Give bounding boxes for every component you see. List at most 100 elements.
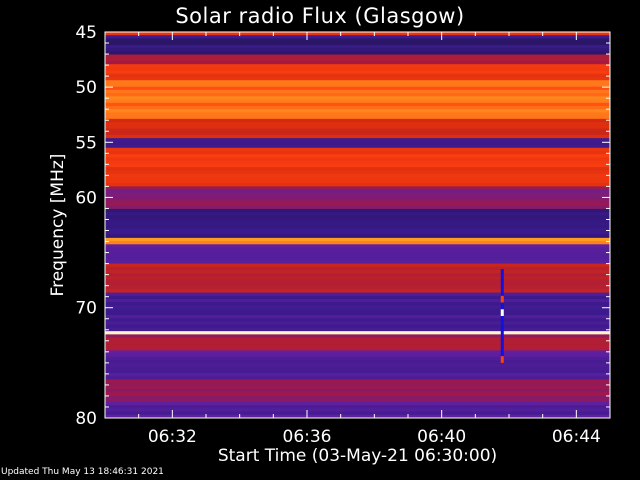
frequency-row	[105, 292, 610, 297]
frequency-row	[105, 385, 610, 390]
frequency-row	[105, 105, 610, 110]
radio-burst-segment	[500, 356, 504, 363]
frequency-row	[105, 337, 610, 342]
radio-burst-segment	[500, 315, 504, 323]
y-tick-label: 70	[75, 299, 97, 319]
radio-burst-segment	[500, 282, 504, 290]
frequency-row	[105, 77, 610, 81]
frequency-row	[105, 163, 610, 168]
frequency-row	[105, 183, 610, 187]
frequency-row	[105, 218, 610, 223]
frequency-row	[105, 289, 610, 293]
frequency-row	[105, 83, 610, 88]
frequency-row	[105, 260, 610, 264]
frequency-row	[105, 57, 610, 62]
frequency-row	[105, 205, 610, 210]
frequency-row	[105, 321, 610, 326]
frequency-row	[105, 408, 610, 412]
frequency-row	[105, 86, 610, 91]
plot-frame	[104, 31, 611, 419]
frequency-row	[105, 225, 610, 229]
frequency-row	[105, 405, 610, 409]
chart-axes: 45 50 55 60 70 80 06:32 06:36 06:40 06:44	[75, 23, 611, 447]
frequency-row	[105, 234, 610, 239]
frequency-row	[105, 131, 610, 136]
y-tick-label: 45	[75, 23, 97, 43]
y-tick-label: 55	[75, 133, 97, 153]
frequency-row	[105, 250, 610, 255]
frequency-row	[105, 302, 610, 306]
frequency-row	[105, 38, 610, 43]
y-tick-label: 60	[75, 188, 97, 208]
frequency-row	[105, 221, 610, 226]
frequency-row	[105, 356, 610, 361]
frequency-row	[105, 401, 610, 406]
frequency-row	[105, 382, 610, 387]
frequency-row	[105, 122, 610, 126]
frequency-row	[105, 179, 610, 184]
frequency-row	[105, 327, 610, 332]
frequency-row	[105, 414, 610, 419]
frequency-row	[105, 154, 610, 158]
frequency-row	[105, 276, 610, 281]
frequency-row	[105, 237, 610, 242]
updated-timestamp: Updated Thu May 13 18:46:31 2021	[1, 467, 164, 477]
frequency-row	[105, 80, 610, 84]
frequency-row	[105, 266, 610, 271]
frequency-row	[105, 170, 610, 174]
frequency-row	[105, 138, 610, 142]
frequency-row	[105, 35, 610, 39]
frequency-row	[105, 99, 610, 104]
frequency-row	[105, 324, 610, 329]
frequency-row	[105, 134, 610, 139]
radio-burst-segment	[500, 302, 504, 310]
frequency-row	[105, 147, 610, 152]
radio-burst-segment	[500, 269, 504, 276]
y-tick-label: 80	[75, 409, 97, 429]
x-tick-label: 06:36	[283, 427, 332, 447]
frequency-row	[105, 305, 610, 310]
frequency-row	[105, 228, 610, 232]
frequency-row	[105, 70, 610, 75]
radio-burst-segment	[500, 322, 504, 330]
frequency-row	[105, 151, 610, 155]
frequency-row	[105, 311, 610, 316]
frequency-row	[105, 115, 610, 120]
frequency-row	[105, 60, 610, 65]
frequency-row	[105, 93, 610, 97]
frequency-row	[105, 363, 610, 367]
radio-burst-segment	[500, 349, 504, 357]
frequency-row	[105, 273, 610, 277]
frequency-row	[105, 202, 610, 207]
radio-burst-segment	[500, 309, 504, 316]
frequency-row	[105, 308, 610, 313]
frequency-row	[105, 315, 610, 319]
frequency-row	[105, 286, 610, 290]
radio-burst-segment	[500, 342, 504, 350]
frequency-row	[105, 157, 610, 162]
frequency-row	[105, 379, 610, 384]
frequency-row	[105, 244, 610, 248]
frequency-row	[105, 208, 610, 213]
frequency-row	[105, 192, 610, 197]
frequency-row	[105, 398, 610, 403]
frequency-row	[105, 331, 610, 335]
frequency-row	[105, 347, 610, 351]
frequency-row	[105, 186, 610, 191]
frequency-row	[105, 144, 610, 149]
frequency-row	[105, 353, 610, 358]
frequency-row	[105, 141, 610, 145]
frequency-row	[105, 48, 610, 52]
frequency-row	[105, 41, 610, 46]
chart-title: Solar radio Flux (Glasgow)	[175, 4, 465, 28]
y-tick-label: 50	[75, 78, 97, 98]
frequency-row	[105, 270, 610, 274]
frequency-row	[105, 366, 610, 371]
frequency-row	[105, 196, 610, 200]
frequency-row	[105, 392, 610, 396]
frequency-row	[105, 263, 610, 268]
radio-burst-segment	[500, 295, 504, 303]
frequency-row	[105, 32, 610, 36]
frequency-row	[105, 125, 610, 129]
frequency-row	[105, 253, 610, 258]
